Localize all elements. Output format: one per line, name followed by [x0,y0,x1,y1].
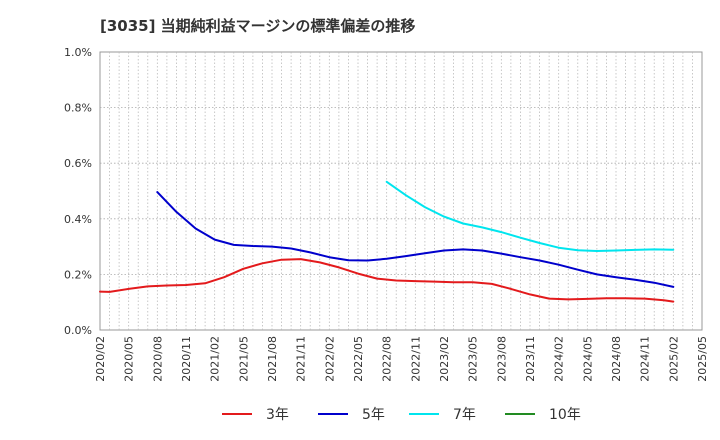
series-line [99,258,675,303]
series-lines [99,180,675,303]
legend-label: 10年 [549,407,581,423]
y-tick-label: 1.0% [64,46,92,59]
chart-title: [3035] 当期純利益マージンの標準偏差の推移 [100,17,415,35]
x-tick-label: 2024/11 [639,336,652,382]
legend-label: 3年 [266,407,289,423]
legend-label: 5年 [362,407,385,423]
x-tick-label: 2024/02 [553,336,566,382]
y-tick-label: 0.4% [64,213,92,226]
x-tick-label: 2021/02 [209,336,222,382]
x-tick-label: 2020/11 [180,336,193,382]
y-axis: 0.0% 0.2% 0.4% 0.6% 0.8% 1.0% [64,46,92,337]
x-tick-label: 2022/11 [409,336,422,382]
x-tick-label: 2024/05 [581,336,594,382]
y-tick-label: 0.2% [64,268,92,281]
x-tick-label: 2024/08 [610,336,623,382]
x-tick-label: 2025/05 [696,336,709,382]
series-line [156,191,675,288]
x-tick-label: 2020/02 [94,336,107,382]
x-tick-label: 2023/02 [438,336,451,382]
x-tick-label: 2021/08 [266,336,279,382]
legend-label: 7年 [453,407,476,423]
x-tick-label: 2022/08 [381,336,394,382]
x-tick-label: 2023/11 [524,336,537,382]
x-tick-label: 2023/08 [495,336,508,382]
x-tick-label: 2025/02 [667,336,680,382]
x-tick-label: 2022/05 [352,336,365,382]
y-tick-label: 0.8% [64,102,92,115]
series-line [385,180,675,252]
x-tick-label: 2022/02 [323,336,336,382]
y-tick-label: 0.0% [64,324,92,337]
x-tick-label: 2020/08 [151,336,164,382]
legend: 3年 5年 7年 10年 [222,407,581,423]
x-tick-label: 2021/05 [237,336,250,382]
x-tick-label: 2023/05 [467,336,480,382]
x-tick-label: 2020/05 [123,336,136,382]
grid [100,52,702,330]
x-axis: 2020/02 2020/05 2020/08 2020/11 2021/02 2021/… [94,336,709,382]
y-tick-label: 0.6% [64,157,92,170]
x-tick-label: 2021/11 [295,336,308,382]
